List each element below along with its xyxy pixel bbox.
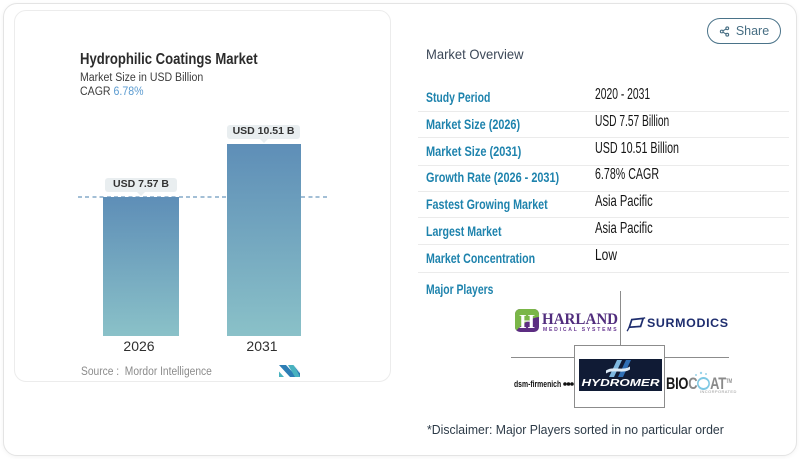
svg-text:H: H <box>519 311 535 332</box>
svg-text:HYDROMER: HYDROMER <box>582 377 661 389</box>
